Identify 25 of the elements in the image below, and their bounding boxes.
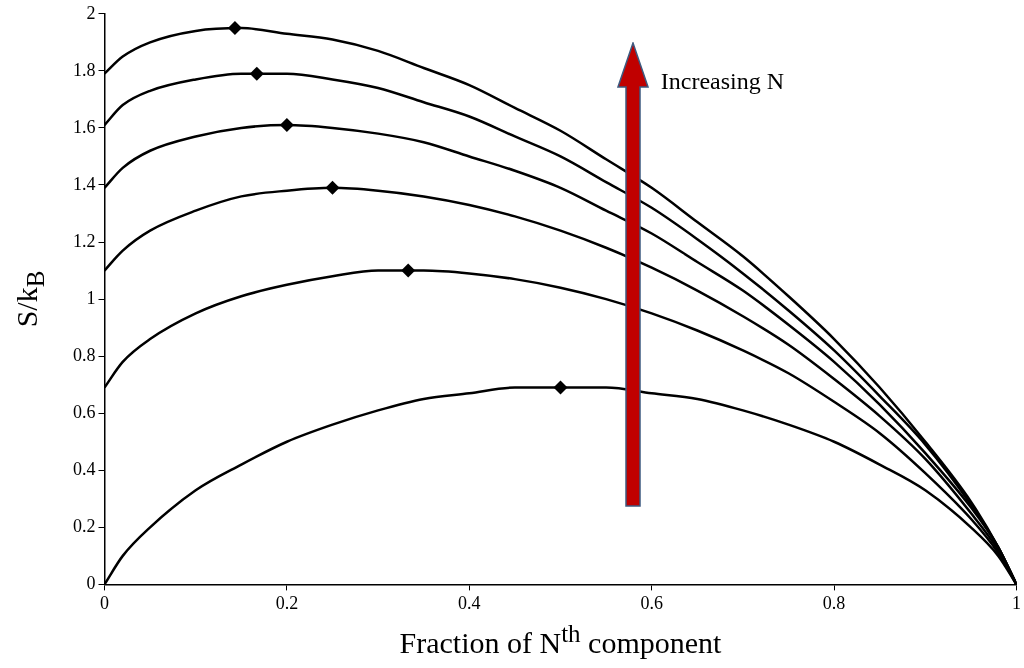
x-tick-label: 0.2	[275, 592, 299, 613]
x-tick-label: 0.8	[822, 592, 846, 613]
y-tick-label: 0.2	[73, 516, 96, 537]
x-tick-label: 1	[1012, 592, 1021, 613]
point	[227, 21, 242, 36]
x-axis-title: Fraction of N$^{th}$ component	[399, 620, 722, 661]
y-tick-label: 0.6	[73, 401, 96, 422]
x-tick-label: 0.4	[458, 592, 481, 613]
point	[553, 380, 568, 395]
y-tick-label: 1	[86, 287, 96, 308]
x-tick-label: 0.6	[640, 592, 663, 613]
x-tick-label: 0	[100, 592, 109, 613]
point	[279, 118, 294, 133]
point	[401, 263, 416, 278]
point	[249, 66, 264, 81]
annotation: Increasing N	[660, 67, 785, 94]
y-tick-label: 1.2	[73, 230, 96, 251]
y-tick-label: 0.4	[73, 459, 96, 480]
y-tick-label: 1.8	[73, 59, 96, 80]
point	[325, 180, 340, 195]
y-tick-label: 2	[86, 2, 96, 23]
y-tick-label: 1.4	[73, 173, 96, 194]
y-tick-label: 0	[86, 573, 96, 594]
y-tick-label: 1.6	[73, 116, 96, 137]
y-tick-label: 0.8	[73, 344, 96, 365]
